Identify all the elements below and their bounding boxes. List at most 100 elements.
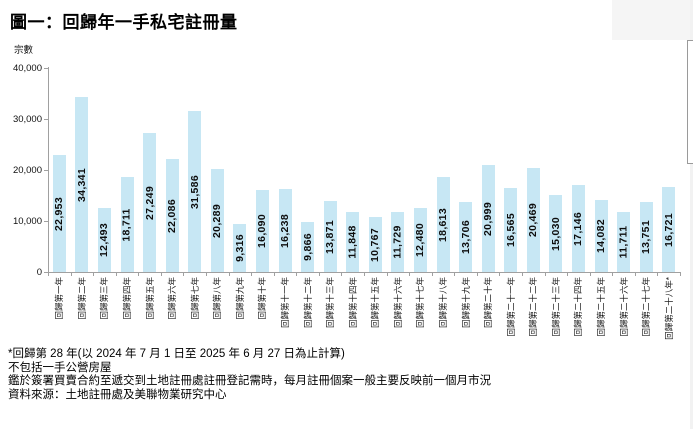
x-axis-tick xyxy=(319,272,320,276)
bar-value-label: 11,711 xyxy=(617,225,630,259)
y-axis-tick-label: 40,000 xyxy=(12,63,42,74)
x-axis-tick xyxy=(522,272,523,276)
y-axis-tick-label: 30,000 xyxy=(12,114,42,125)
x-axis-tick xyxy=(71,272,72,276)
bar: 9,866 xyxy=(301,222,315,272)
bar: 20,999 xyxy=(481,165,495,272)
y-axis-tick xyxy=(44,119,48,120)
bar-value-label: 18,613 xyxy=(437,207,450,242)
y-axis-tick-label: 10,000 xyxy=(12,216,42,227)
x-axis-category-label: 回歸第十九年 xyxy=(460,277,471,329)
x-axis-tick xyxy=(251,272,252,276)
footnotes: *回歸第 28 年(以 2024 年 7 月 1 日至 2025 年 6 月 2… xyxy=(8,348,491,402)
bar-value-label: 9,866 xyxy=(301,233,314,261)
scrollbar-thumb[interactable] xyxy=(687,40,693,164)
x-axis-category-label: 回歸第二十八年* xyxy=(663,277,674,340)
x-axis-category-label: 回歸第十四年 xyxy=(347,277,358,329)
x-axis-tick xyxy=(635,272,636,276)
bar-value-label: 11,729 xyxy=(391,225,404,259)
bar-value-label: 27,249 xyxy=(143,185,156,220)
bar-value-label: 14,082 xyxy=(595,219,608,253)
x-axis-tick xyxy=(657,272,658,276)
y-axis-tick xyxy=(44,68,48,69)
x-axis-category-label: 回歸第八年 xyxy=(212,277,223,320)
bar: 18,613 xyxy=(436,177,450,272)
bar: 34,341 xyxy=(75,97,89,272)
x-axis-category-label: 回歸第二十年 xyxy=(483,277,494,329)
x-axis-tick xyxy=(341,272,342,276)
x-axis-tick xyxy=(138,272,139,276)
bar-value-label: 11,848 xyxy=(346,225,359,259)
bar: 14,082 xyxy=(594,200,608,272)
x-axis-category-label: 回歸第十六年 xyxy=(392,277,403,329)
bar-value-label: 9,316 xyxy=(233,234,246,262)
x-axis-category-label: 回歸第二十六年 xyxy=(618,277,629,337)
bar-value-label: 13,871 xyxy=(324,219,337,254)
bar-value-label: 31,586 xyxy=(188,174,201,209)
x-axis-category-label: 回歸第二十七年 xyxy=(641,277,652,337)
x-axis-category-label: 回歸第十一年 xyxy=(280,277,290,329)
scrollbar-track[interactable] xyxy=(690,0,693,429)
x-axis-category-label: 回歸第十三年 xyxy=(325,277,336,329)
bar: 11,848 xyxy=(346,212,360,272)
bar: 15,030 xyxy=(549,195,563,272)
x-axis-tick xyxy=(567,272,568,276)
bar-value-label: 20,469 xyxy=(527,203,540,237)
y-axis-title: 宗數 xyxy=(14,45,34,56)
x-axis-tick xyxy=(590,272,591,276)
bar: 11,729 xyxy=(391,212,405,272)
y-axis-tick xyxy=(44,170,48,171)
footnote-line: 不包括一手公營房屋 xyxy=(8,361,112,374)
bar-value-label: 16,090 xyxy=(256,214,269,248)
bar: 22,953 xyxy=(52,155,66,272)
x-axis-category-label: 回歸第二十三年 xyxy=(550,277,561,337)
x-axis-tick xyxy=(680,272,681,276)
x-axis-category-label: 回歸第十七年 xyxy=(415,277,426,329)
y-axis-tick xyxy=(44,272,48,273)
x-axis-tick xyxy=(296,272,297,276)
x-axis-tick xyxy=(454,272,455,276)
bar: 27,249 xyxy=(143,133,157,272)
bar: 12,480 xyxy=(413,208,427,272)
bar-value-label: 10,767 xyxy=(369,227,382,262)
bar-value-label: 12,493 xyxy=(98,223,111,257)
bar-value-label: 12,480 xyxy=(414,223,427,257)
x-axis-tick xyxy=(432,272,433,276)
bar: 22,086 xyxy=(165,159,179,272)
y-axis-tick xyxy=(44,221,48,222)
bar: 18,711 xyxy=(120,177,134,272)
footnote-line: *回歸第 28 年(以 2024 年 7 月 1 日至 2025 年 6 月 2… xyxy=(8,348,345,360)
bar-value-label: 16,238 xyxy=(279,213,292,248)
x-axis-category-label: 回歸第二十一年 xyxy=(505,277,516,337)
x-axis-category-label: 回歸第九年 xyxy=(234,277,245,320)
bar-value-label: 22,953 xyxy=(53,196,66,231)
x-axis-tick xyxy=(183,272,184,276)
bar-value-label: 20,999 xyxy=(482,201,495,236)
x-axis-category-label: 回歸第四年 xyxy=(122,277,132,320)
bar-value-label: 16,721 xyxy=(662,212,675,247)
bar: 31,586 xyxy=(188,111,202,272)
x-axis-tick xyxy=(545,272,546,276)
bar: 17,146 xyxy=(571,185,585,272)
y-axis-line xyxy=(48,67,49,273)
footnote-line: 資料來源：土地註冊處及美聯物業研究中心 xyxy=(8,388,227,401)
x-axis-tick xyxy=(206,272,207,276)
x-axis-tick xyxy=(274,272,275,276)
x-axis-tick xyxy=(48,272,49,276)
x-axis-tick xyxy=(387,272,388,276)
x-axis-category-label: 回歸第二十四年 xyxy=(573,277,584,337)
x-axis-category-label: 回歸第十五年 xyxy=(370,277,381,329)
x-axis-tick xyxy=(161,272,162,276)
bar-value-label: 22,086 xyxy=(166,198,179,233)
x-axis-tick xyxy=(477,272,478,276)
bar: 16,721 xyxy=(662,187,676,272)
bar-value-label: 16,565 xyxy=(504,213,517,247)
x-axis-category-label: 回歸第二十五年 xyxy=(596,277,606,337)
x-axis-tick xyxy=(93,272,94,276)
x-axis-tick xyxy=(499,272,500,276)
x-axis-category-label: 回歸第一年 xyxy=(54,277,65,320)
bar-value-label: 15,030 xyxy=(549,216,562,251)
footnote-line: 鑑於簽署買賣合約至遞交到土地註冊處註冊登記需時，每月註冊個案一般主要反映前一個月… xyxy=(8,375,491,387)
x-axis-category-label: 回歸第十八年 xyxy=(438,277,448,329)
